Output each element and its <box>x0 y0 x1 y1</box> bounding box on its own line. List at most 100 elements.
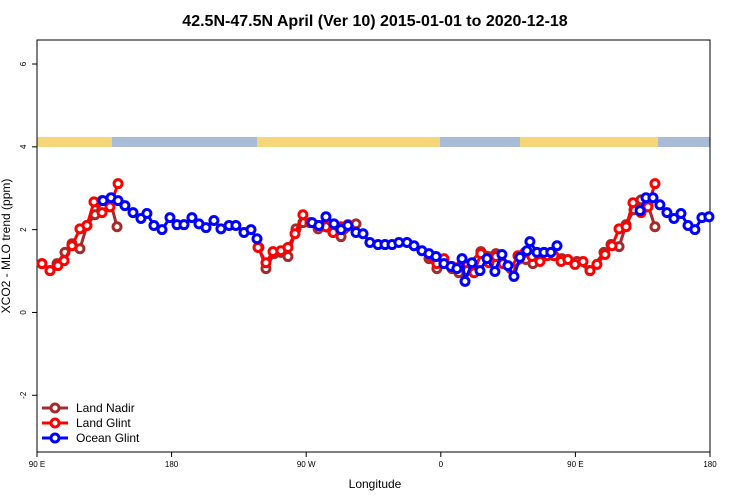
x-axis-label: Longitude <box>349 477 402 491</box>
point <box>534 256 546 268</box>
y-axis-label: XCO2 - MLO trend (ppm) <box>0 179 13 314</box>
point <box>634 205 646 217</box>
chart-title: 42.5N-47.5N April (Ver 10) 2015-01-01 to… <box>182 13 568 30</box>
point <box>496 248 508 260</box>
ocean-band <box>440 137 520 147</box>
point <box>251 233 263 245</box>
point <box>313 220 325 232</box>
point <box>521 245 533 257</box>
point <box>260 257 272 269</box>
y-tick-label: 0 <box>19 310 28 315</box>
point <box>508 270 520 282</box>
point <box>459 275 471 287</box>
point <box>627 197 639 209</box>
point <box>88 196 100 208</box>
legend-label: Ocean Glint <box>76 431 140 445</box>
point <box>661 207 673 219</box>
point <box>289 228 301 240</box>
point <box>524 236 536 248</box>
point <box>112 195 124 207</box>
point <box>66 240 78 252</box>
y-tick-label: 6 <box>19 61 28 66</box>
land-band <box>520 137 658 147</box>
point <box>562 253 574 265</box>
point <box>545 246 557 258</box>
point <box>148 220 160 232</box>
point <box>514 251 526 263</box>
point <box>96 207 108 219</box>
point <box>481 253 493 265</box>
legend-marker <box>49 432 61 444</box>
point <box>654 199 666 211</box>
point <box>127 207 139 219</box>
x-tick-label: 90 E <box>29 460 45 469</box>
point <box>342 220 354 232</box>
point <box>252 241 264 253</box>
point <box>328 218 340 230</box>
point <box>675 207 687 219</box>
point <box>357 228 369 240</box>
point <box>178 219 190 231</box>
legend-marker <box>49 417 61 429</box>
x-tick-label: 180 <box>703 460 717 469</box>
point <box>230 220 242 232</box>
x-tick-label: 180 <box>165 460 179 469</box>
point <box>81 220 93 232</box>
point <box>44 265 56 277</box>
y-tick-label: -2 <box>19 391 28 399</box>
point <box>577 256 589 268</box>
y-tick-label: 2 <box>19 227 28 232</box>
point <box>208 215 220 227</box>
point <box>620 221 632 233</box>
point <box>282 241 294 253</box>
point <box>591 258 603 270</box>
point <box>551 240 563 252</box>
point <box>456 253 468 265</box>
point <box>141 207 153 219</box>
x-tick-label: 90 E <box>567 460 583 469</box>
land-band <box>37 137 112 147</box>
point <box>111 221 123 233</box>
legend-label: Land Glint <box>76 416 131 430</box>
land-band <box>257 137 440 147</box>
legend-marker <box>49 402 61 414</box>
point <box>58 255 70 267</box>
point <box>649 178 661 190</box>
point <box>408 240 420 252</box>
point <box>502 260 514 272</box>
point <box>647 192 659 204</box>
point <box>466 257 478 269</box>
series <box>97 192 715 287</box>
point <box>584 265 596 277</box>
point <box>164 212 176 224</box>
point <box>36 258 48 270</box>
point <box>245 224 257 236</box>
legend-label: Land Nadir <box>76 401 135 415</box>
point <box>430 251 442 263</box>
point <box>297 209 309 221</box>
ocean-band <box>112 137 257 147</box>
point <box>689 224 701 236</box>
y-tick-label: 4 <box>19 144 28 149</box>
point <box>599 248 611 260</box>
ocean-band <box>658 137 710 147</box>
point <box>200 222 212 234</box>
point <box>451 263 463 275</box>
point <box>606 240 618 252</box>
x-tick-label: 90 W <box>297 460 316 469</box>
point <box>119 200 131 212</box>
plot-frame <box>36 39 711 453</box>
x-tick-label: 0 <box>439 460 444 469</box>
point <box>668 212 680 224</box>
point <box>474 265 486 277</box>
surface-band <box>37 137 710 147</box>
point <box>649 221 661 233</box>
point <box>489 265 501 277</box>
point <box>156 224 168 236</box>
point <box>186 212 198 224</box>
point <box>112 178 124 190</box>
